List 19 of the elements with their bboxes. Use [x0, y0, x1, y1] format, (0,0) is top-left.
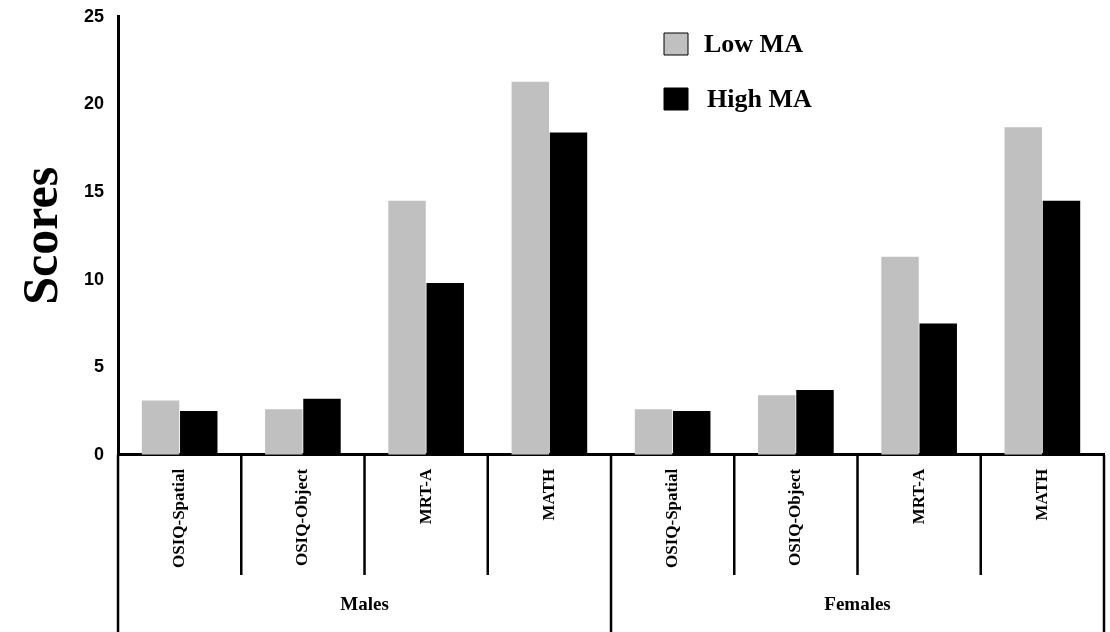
y-tick-label: 5 — [94, 356, 105, 377]
y-tick-label: 20 — [83, 93, 105, 114]
x-tick-label: MRT-A — [908, 468, 928, 525]
text: Females — [824, 592, 891, 614]
y-axis-title: Scores — [11, 166, 68, 305]
x-tick-label: MRT-A — [415, 468, 435, 525]
y-tick-label: 15 — [83, 180, 105, 201]
legend-label: Low MA — [704, 28, 804, 58]
x-tick-label: OSIQ-Spatial — [169, 468, 189, 569]
x-tick-label: OSIQ-Object — [785, 468, 805, 567]
y-tick-label: 10 — [83, 268, 105, 289]
x-tick-label: OSIQ-Object — [292, 468, 312, 567]
x-tick-label: MATH — [538, 468, 558, 521]
legend-label: High MA — [707, 83, 812, 113]
y-tick-label: 0 — [94, 443, 105, 464]
x-tick-label: OSIQ-Spatial — [662, 468, 682, 569]
y-tick-label: 25 — [83, 5, 105, 26]
x-tick-label: MATH — [1031, 468, 1051, 521]
text: Males — [340, 592, 389, 614]
